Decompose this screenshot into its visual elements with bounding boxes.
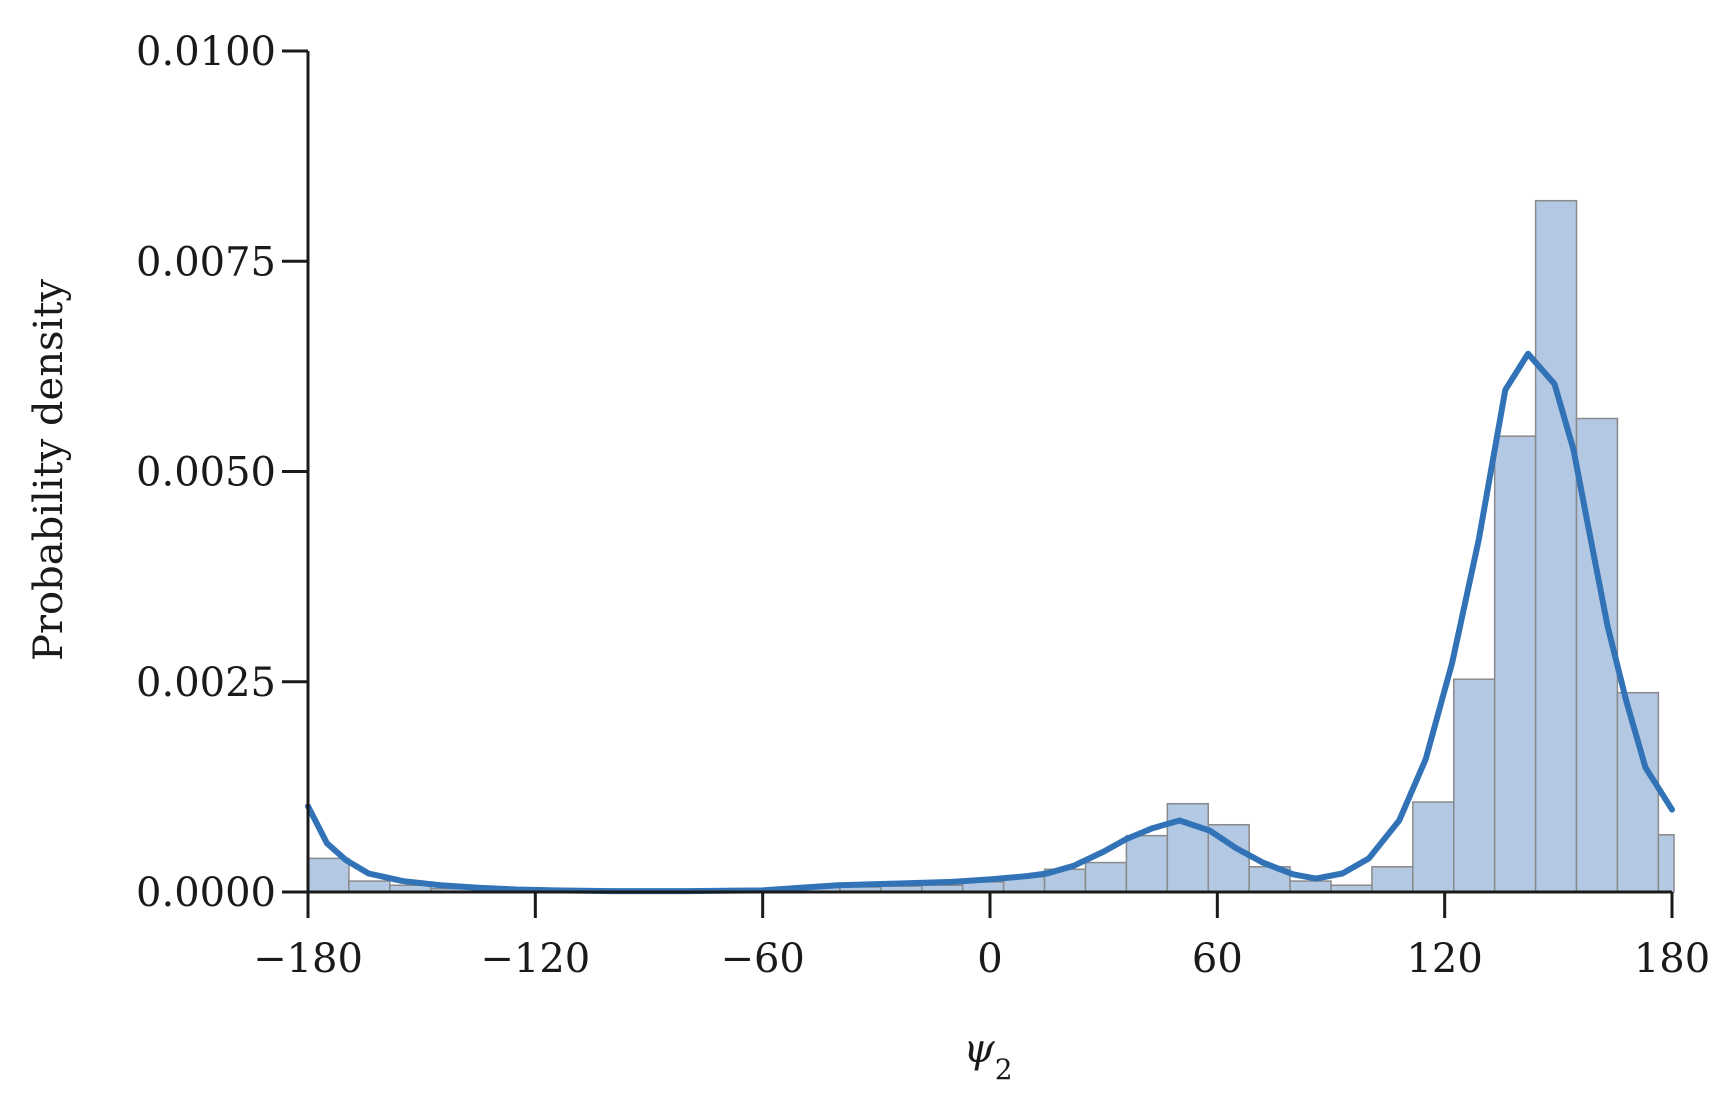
- histogram-bar: [1125, 834, 1169, 893]
- x-tick-label: 180: [1634, 936, 1710, 982]
- histogram-bar: [307, 857, 350, 893]
- histogram-bar: [1616, 691, 1660, 893]
- x-axis-label: ψ2: [963, 1026, 1012, 1086]
- histogram-bars: [307, 199, 1675, 893]
- x-axis-ticks: −180 −120 −60 0 60 120 180: [253, 892, 1710, 982]
- y-axis-ticks: 0.0000 0.0025 0.0050 0.0075 0.0100: [136, 29, 308, 916]
- x-axis-label-subscript: 2: [995, 1053, 1013, 1086]
- histogram-bar: [1534, 199, 1578, 893]
- histogram-bar: [1657, 834, 1675, 893]
- y-axis-label: Probability density: [26, 279, 72, 661]
- histogram-bar: [348, 880, 391, 893]
- x-tick-label: −60: [720, 936, 804, 982]
- histogram-bar: [1166, 802, 1209, 893]
- histogram-bar: [1453, 678, 1496, 893]
- y-tick-label: 0.0000: [136, 870, 276, 916]
- x-tick-label: 120: [1406, 936, 1482, 982]
- x-tick-label: −120: [480, 936, 590, 982]
- histogram-bar: [1289, 880, 1332, 893]
- y-tick-label: 0.0025: [136, 660, 276, 706]
- x-tick-label: −180: [253, 936, 363, 982]
- histogram-bar: [1412, 801, 1455, 893]
- histogram-bar: [1084, 861, 1128, 893]
- y-tick-label: 0.0100: [136, 29, 276, 75]
- y-tick-label: 0.0075: [136, 239, 276, 285]
- histogram-bar: [1371, 866, 1414, 893]
- kde-curve: [305, 350, 1675, 895]
- y-tick-label: 0.0050: [136, 450, 276, 496]
- histogram-bar: [1493, 435, 1537, 893]
- x-tick-label: 60: [1192, 936, 1243, 982]
- x-axis-label-symbol: ψ: [963, 1026, 995, 1072]
- x-tick-label: 0: [977, 936, 1002, 982]
